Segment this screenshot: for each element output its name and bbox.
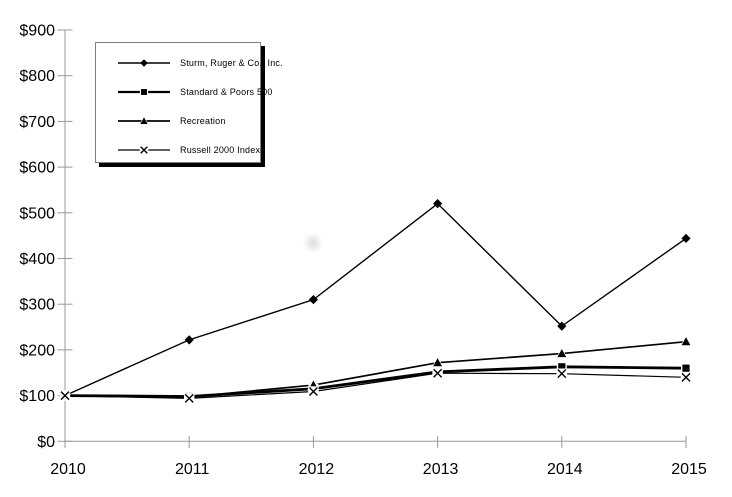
legend-marker-sample (118, 145, 170, 154)
marker-x (140, 145, 148, 154)
y-tick-label: $300 (19, 297, 55, 314)
x-tick-label: 2012 (299, 461, 335, 478)
marker-square (682, 364, 690, 372)
marker-x (433, 368, 443, 378)
marker-square (141, 88, 147, 95)
marker-x (308, 386, 318, 396)
y-tick-label: $900 (19, 23, 55, 40)
marker-triangle (433, 358, 442, 367)
series-line-triangle (64, 340, 687, 398)
marker-x (60, 391, 70, 401)
x-tick-label: 2011 (175, 461, 210, 478)
x-tick-label: 2010 (50, 461, 86, 478)
marker-triangle (557, 348, 567, 358)
legend: Sturm, Ruger & Co., Inc. Standard & Poors… (95, 42, 283, 164)
y-tick-label: $700 (19, 114, 55, 131)
x-tick-label: 2013 (423, 461, 459, 478)
y-tick-label: $100 (19, 388, 55, 405)
y-tick-label: $500 (19, 205, 55, 222)
marker-triangle (140, 116, 148, 124)
series-line-diamond (64, 202, 687, 397)
marker-square (558, 363, 566, 371)
marker-diamond (184, 335, 194, 345)
legend-item: Sturm, Ruger & Co., Inc. (96, 48, 283, 77)
legend-label: Russell 2000 Index (180, 144, 261, 155)
marker-x (681, 372, 691, 382)
marker-x (557, 369, 567, 379)
series-line-x (64, 372, 687, 399)
marker-diamond (140, 58, 148, 67)
legend-marker-sample (118, 115, 170, 125)
legend-label: Recreation (180, 115, 226, 126)
y-tick-label: $200 (19, 342, 55, 359)
x-tick-label: 2015 (671, 461, 707, 478)
x-tick-label: 2014 (547, 461, 583, 478)
marker-diamond (681, 233, 691, 243)
legend-label: Standard & Poors 500 (180, 86, 273, 97)
y-tick-label: $400 (19, 251, 55, 268)
legend-item: Russell 2000 Index (96, 135, 260, 164)
legend-item: Recreation (96, 106, 260, 135)
marker-x (184, 393, 194, 403)
legend-marker-sample (118, 87, 170, 96)
marker-triangle (681, 337, 691, 346)
y-tick-label: $0 (37, 434, 55, 451)
marker-diamond (308, 295, 318, 305)
marker-diamond (433, 199, 443, 209)
y-tick-label: $800 (19, 68, 55, 85)
legend-item: Standard & Poors 500 (96, 77, 272, 106)
series-line-square (64, 365, 687, 398)
marker-diamond (557, 321, 567, 331)
legend-label: Sturm, Ruger & Co., Inc. (180, 57, 283, 68)
y-tick-label: $600 (19, 160, 55, 177)
legend-marker-sample (118, 58, 170, 67)
